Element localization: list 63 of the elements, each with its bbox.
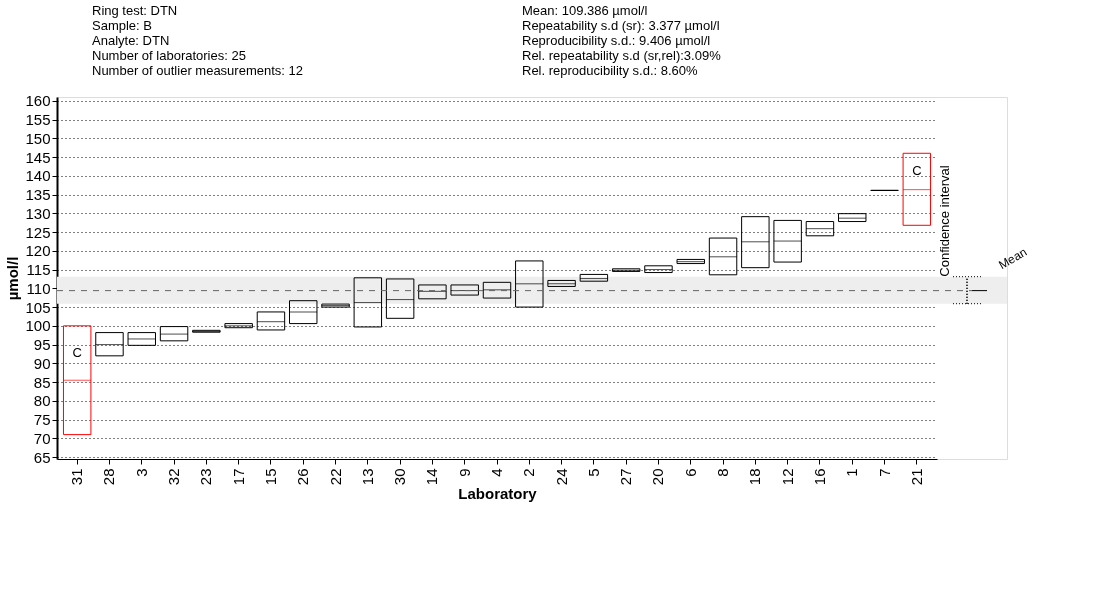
y-tick-label: 100 [25,317,51,335]
x-tick-label: 32 [165,468,183,486]
x-tick-label: 26 [294,468,312,486]
band-label: Confidence interval [937,165,952,277]
y-tick-label: 85 [33,373,51,391]
x-tick-label: 23 [197,468,215,486]
x-tick-label: 22 [326,468,344,486]
annotation: C [912,163,922,179]
text: Rel. reproducibility s.d.: 8.60% [522,63,699,78]
text: Sample: B [92,18,152,33]
y-axis-title: µmol/l [4,256,22,301]
x-tick-label: 30 [391,468,409,486]
x-tick-label: 9 [455,468,473,477]
x-tick-label: 18 [746,468,764,486]
y-tick-label: 160 [25,92,51,110]
x-tick-label: 13 [358,468,376,486]
x-tick-label: 8 [714,468,732,477]
x-tick-label: 5 [584,468,602,477]
x-axis-title: Laboratory [458,485,538,503]
y-tick-label: 155 [25,111,51,129]
annotation: C [72,345,82,361]
x-tick-label: 6 [681,468,699,477]
y-tick-label: 145 [25,148,51,166]
text: Repeatability s.d (sr): 3.377 µmol/l [522,18,720,33]
y-tick-label: 105 [25,298,51,316]
x-tick-label: 16 [810,468,828,486]
x-tick-label: 12 [778,468,796,486]
y-tick-label: 135 [25,186,51,204]
x-tick-label: 31 [68,468,86,486]
text: Analyte: DTN [92,33,170,48]
y-tick-label: 70 [33,429,51,447]
text: Rel. repeatability s.d (sr,rel):3.09% [522,48,722,63]
x-tick-label: 20 [649,468,667,486]
y-tick-label: 95 [33,336,51,354]
text: Mean: 109.386 µmol/l [522,3,648,18]
text: Number of outlier measurements: 12 [92,63,303,78]
x-tick-label: 2 [520,468,538,477]
y-tick-label: 125 [25,223,51,241]
x-tick-label: 4 [488,468,505,477]
y-tick-label: 115 [26,261,51,279]
text: Reproducibility s.d.: 9.406 µmol/l [522,33,711,48]
y-tick-label: 120 [25,242,51,260]
x-tick-label: 27 [617,468,635,486]
y-tick-label: 150 [25,129,51,147]
x-tick-label: 15 [261,468,279,486]
y-tick-label: 80 [33,392,51,410]
y-tick-label: 75 [33,411,51,429]
x-tick-label: 28 [100,468,118,486]
x-tick-label: 14 [423,468,441,486]
y-tick-label: 65 [33,448,51,466]
x-tick-label: 3 [132,468,150,477]
ref-line-label: Mean [996,244,1030,273]
y-tick-label: 130 [25,204,51,222]
y-tick-label: 140 [25,167,51,185]
x-tick-label: 21 [907,468,925,486]
y-tick-label: 110 [26,279,51,297]
x-tick-label: 24 [552,468,570,486]
chart-title: Ring test: DTN [92,3,178,18]
x-tick-label: 17 [229,468,247,486]
y-tick-label: 90 [33,354,51,372]
x-tick-label: 7 [875,468,893,477]
text: Number of laboratories: 25 [92,48,246,63]
x-tick-label: 1 [843,468,861,477]
